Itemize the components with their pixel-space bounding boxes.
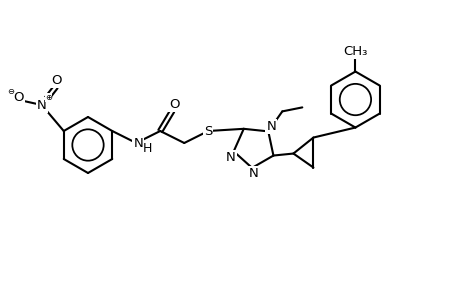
Text: H: H	[143, 142, 152, 154]
Text: N: N	[37, 98, 46, 112]
Text: N: N	[249, 167, 258, 180]
Text: N: N	[133, 136, 143, 149]
Text: O: O	[168, 98, 179, 110]
Text: S: S	[204, 124, 212, 137]
Text: N: N	[266, 120, 275, 133]
Text: ⊖: ⊖	[7, 86, 14, 95]
Text: CH₃: CH₃	[342, 45, 367, 58]
Text: N: N	[225, 151, 235, 164]
Text: O: O	[13, 91, 24, 103]
Text: O: O	[51, 74, 62, 86]
Text: ⊕: ⊕	[45, 92, 52, 101]
